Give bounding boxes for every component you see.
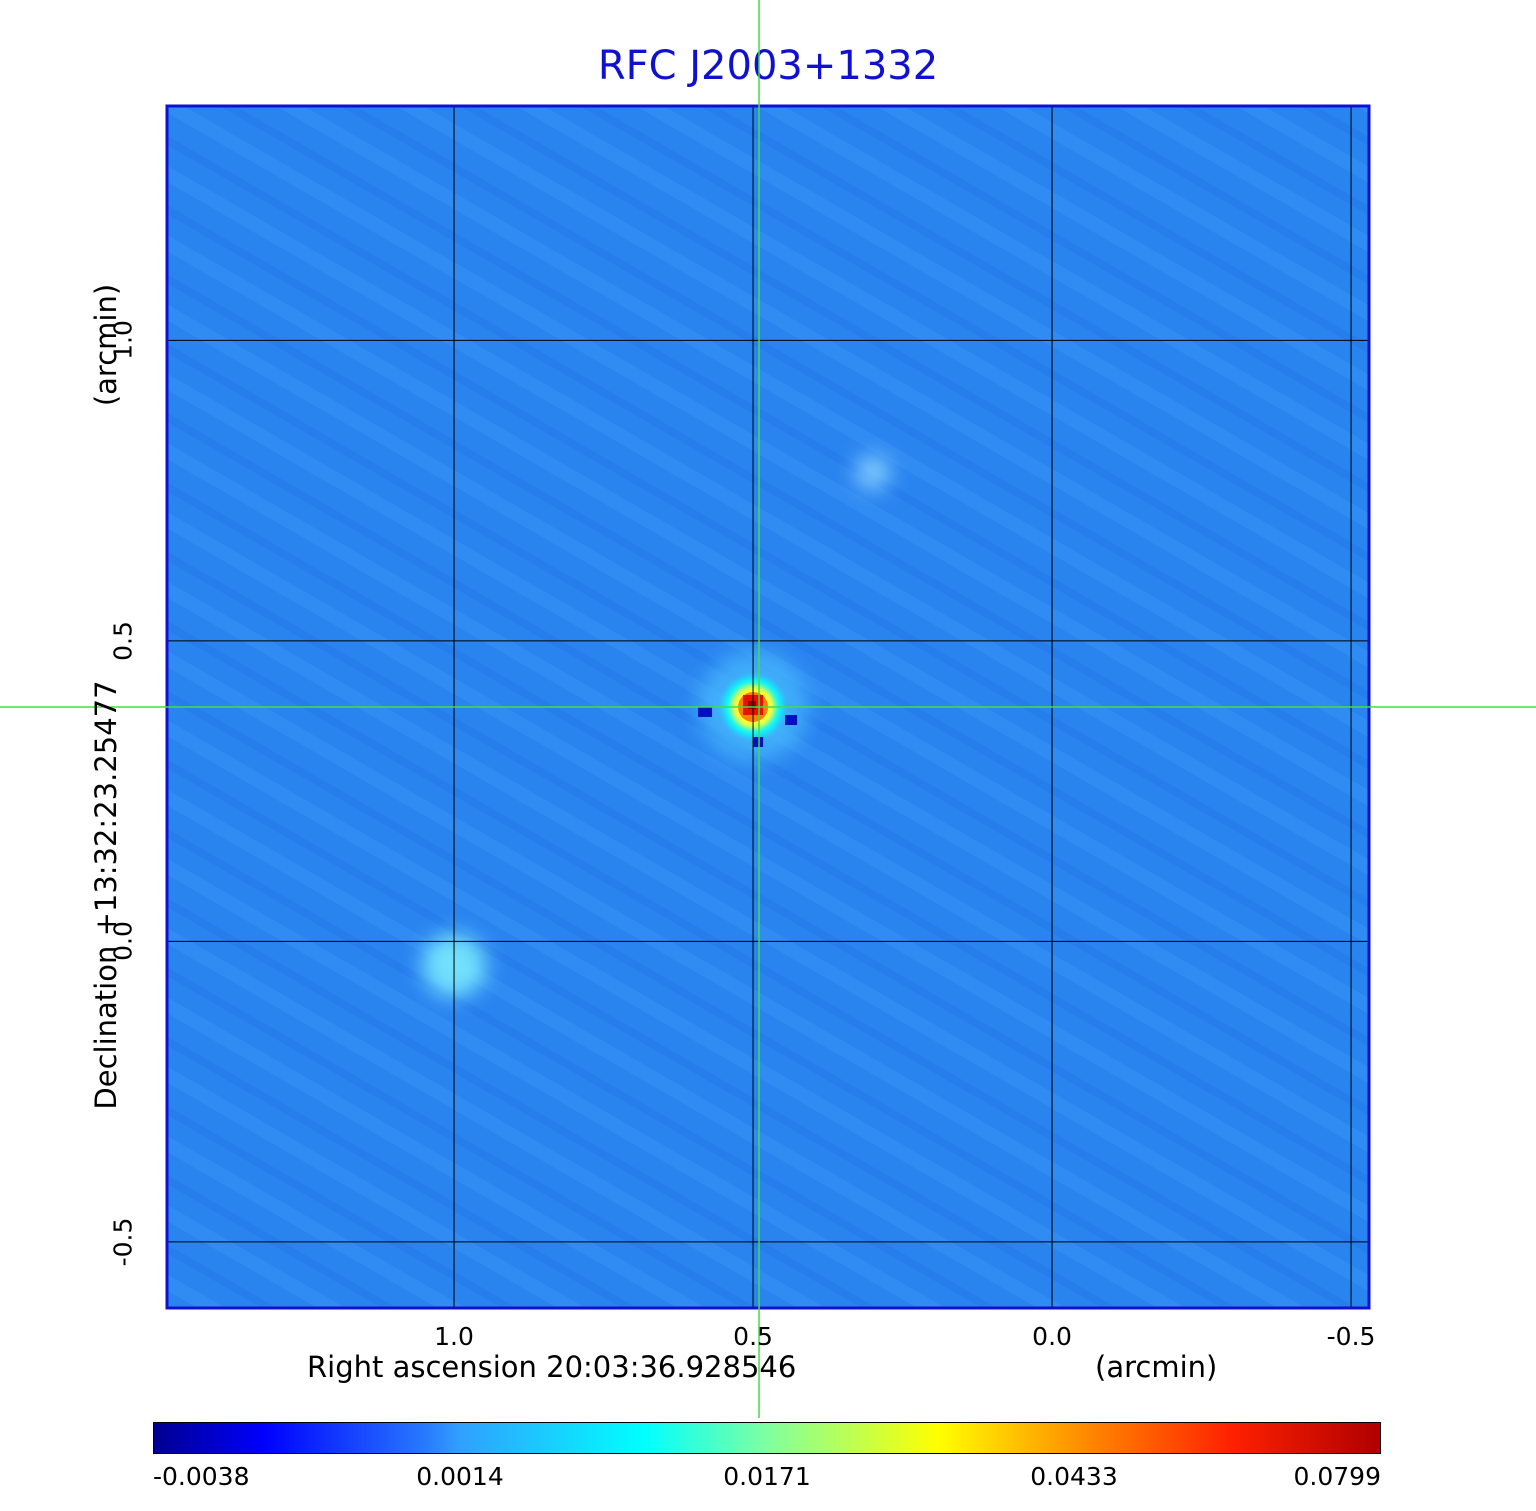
y-tick-label-3: -0.5 [108,1217,138,1267]
y-axis-label: Declination +13:32:23.25477 [89,680,123,1110]
chart-title: RFC J2003+1332 [597,43,939,89]
colorbar-tick-label-2: 0.0171 [723,1462,811,1491]
source-blob [854,454,891,491]
y-tick-label-1: 0.5 [108,620,138,661]
colorbar-tick-label-0: -0.0038 [153,1462,250,1491]
source-negative-lobe-1 [698,707,713,717]
source-2 [854,454,891,491]
colorbar-tick-label-1: 0.0014 [416,1462,504,1491]
y-tick-label-0: 1.0 [108,320,138,361]
source-negative-lobe-2 [785,715,798,725]
x-tick-label-2: 0.0 [1032,1322,1072,1351]
colorbar-tick-label-4: 0.0799 [1293,1462,1381,1491]
x-axis-label: Right ascension 20:03:36.928546 [307,1350,797,1384]
source-negative-lobe-3 [753,737,764,747]
x-tick-label-0: 1.0 [434,1322,474,1351]
x-tick-label-1: 0.5 [733,1322,773,1351]
y-tick-label-2: 0.0 [108,921,138,962]
colorbar-tick-label-3: 0.0433 [1030,1462,1118,1491]
x-axis-unit: (arcmin) [1095,1350,1218,1384]
crosshair [0,0,1536,1418]
colorbar [153,1422,1381,1454]
x-tick-label-3: -0.5 [1326,1322,1376,1351]
source-peak [748,701,757,709]
